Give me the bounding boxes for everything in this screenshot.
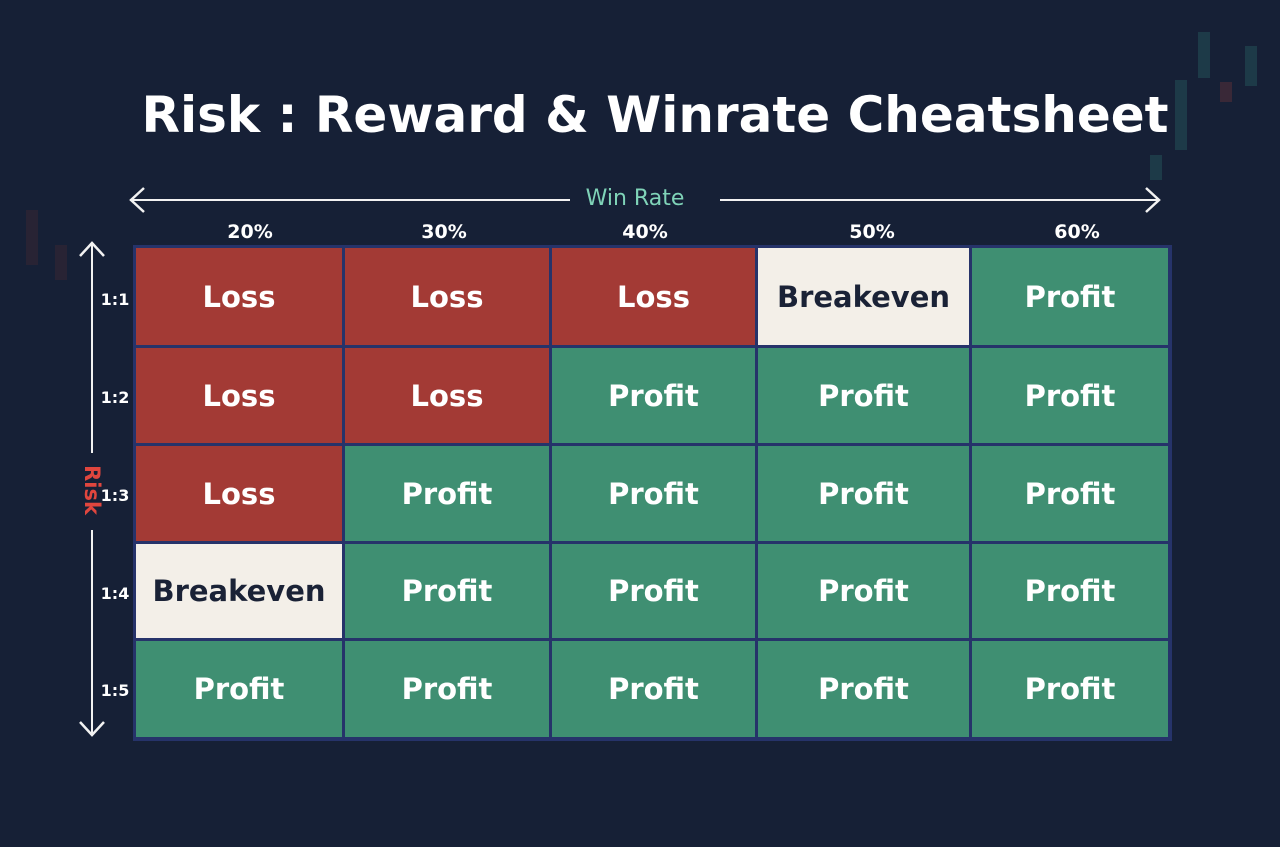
column-header: 60% bbox=[1054, 221, 1100, 243]
chart-title: Risk : Reward & Winrate Cheatsheet bbox=[141, 86, 1169, 144]
arrow-right-icon bbox=[1145, 187, 1161, 213]
cell-profit: Profit bbox=[758, 544, 969, 638]
column-header: 30% bbox=[421, 221, 467, 243]
background-candlestick bbox=[1220, 82, 1232, 102]
cell-profit: Profit bbox=[758, 446, 969, 541]
background-candlestick bbox=[1150, 155, 1162, 180]
cell-profit: Profit bbox=[758, 348, 969, 443]
cell-profit: Profit bbox=[136, 641, 342, 737]
y-axis-arrow-top bbox=[91, 243, 93, 453]
cell-breakeven: Breakeven bbox=[136, 544, 342, 638]
cell-loss: Loss bbox=[345, 348, 549, 443]
cell-profit: Profit bbox=[552, 641, 755, 737]
outcome-grid: Loss Loss Loss Breakeven Profit Loss Loss Profi… bbox=[133, 245, 1172, 741]
cell-profit: Profit bbox=[972, 248, 1168, 345]
y-axis-arrow-bottom bbox=[91, 530, 93, 735]
background-candlestick bbox=[1175, 80, 1187, 150]
x-axis-arrow-right bbox=[720, 199, 1158, 201]
background-candlestick bbox=[26, 210, 38, 265]
cell-profit: Profit bbox=[345, 544, 549, 638]
cell-profit: Profit bbox=[552, 446, 755, 541]
arrow-up-icon bbox=[79, 241, 105, 257]
background-candlestick bbox=[55, 245, 67, 280]
cell-profit: Profit bbox=[972, 544, 1168, 638]
cell-profit: Profit bbox=[345, 641, 549, 737]
cell-loss: Loss bbox=[136, 248, 342, 345]
cell-profit: Profit bbox=[552, 544, 755, 638]
background-candlestick bbox=[1198, 32, 1210, 78]
x-axis-arrow-left bbox=[130, 199, 570, 201]
arrow-left-icon bbox=[129, 187, 145, 213]
row-header: 1:3 bbox=[100, 486, 130, 505]
cell-breakeven: Breakeven bbox=[758, 248, 969, 345]
cell-profit: Profit bbox=[552, 348, 755, 443]
row-header: 1:5 bbox=[100, 681, 130, 700]
cell-loss: Loss bbox=[552, 248, 755, 345]
background-candlestick bbox=[1245, 46, 1257, 86]
column-header: 20% bbox=[227, 221, 273, 243]
cell-profit: Profit bbox=[972, 446, 1168, 541]
row-header: 1:4 bbox=[100, 584, 130, 603]
row-header: 1:1 bbox=[100, 290, 130, 309]
cell-profit: Profit bbox=[345, 446, 549, 541]
cell-profit: Profit bbox=[758, 641, 969, 737]
column-header: 40% bbox=[622, 221, 668, 243]
x-axis-label: Win Rate bbox=[585, 186, 685, 211]
cell-loss: Loss bbox=[136, 348, 342, 443]
arrow-down-icon bbox=[79, 721, 105, 737]
row-header: 1:2 bbox=[100, 388, 130, 407]
cell-profit: Profit bbox=[972, 348, 1168, 443]
cell-loss: Loss bbox=[345, 248, 549, 345]
column-header: 50% bbox=[849, 221, 895, 243]
cell-profit: Profit bbox=[972, 641, 1168, 737]
cell-loss: Loss bbox=[136, 446, 342, 541]
